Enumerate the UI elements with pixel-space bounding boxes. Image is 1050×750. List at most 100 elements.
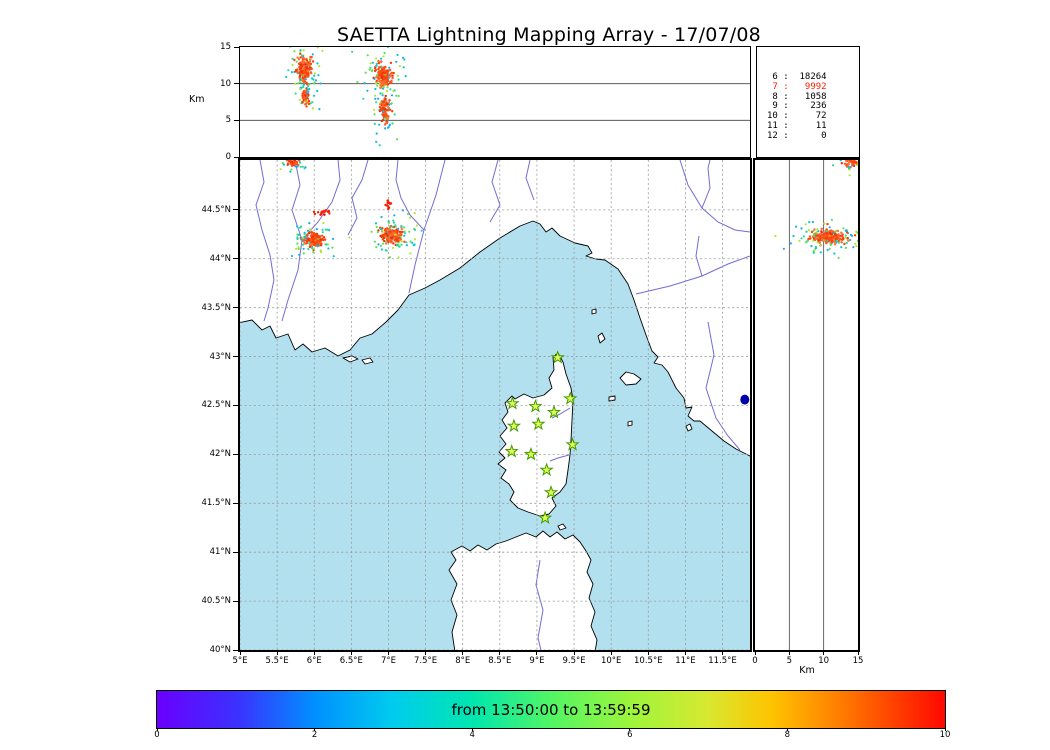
tick-mark (233, 551, 238, 553)
tick-label: 43°N (209, 351, 231, 362)
grid-lines (788, 160, 825, 650)
tick-mark (629, 728, 631, 731)
tick-label: 0 (225, 152, 231, 162)
rivers (255, 160, 750, 650)
tick-label: 8°E (455, 656, 471, 666)
tick-mark (234, 119, 239, 121)
lightning-scatter-points (285, 47, 407, 157)
station-markers (504, 350, 580, 525)
tick-label: 44°N (209, 253, 231, 264)
tick-mark (786, 728, 788, 731)
tick-mark (313, 651, 315, 655)
tick-label: 7°E (380, 656, 396, 666)
tick-label: 5.5°E (265, 656, 289, 666)
source-count-line: 10 : 72 (767, 111, 827, 122)
sardinia-island (448, 530, 598, 650)
land-masses (240, 160, 750, 650)
tick-mark (788, 651, 790, 655)
tick-mark (233, 209, 238, 211)
tick-mark (156, 728, 158, 731)
tick-label: 42°N (209, 449, 231, 460)
tick-mark (387, 651, 389, 655)
tick-mark (610, 651, 612, 655)
tick-mark (425, 651, 427, 655)
elba-island (619, 371, 642, 386)
tick-mark (234, 156, 239, 158)
tick-label: 44.5°N (201, 204, 231, 215)
tick-label: 10 (220, 78, 231, 89)
tick-label: 8 (784, 730, 791, 740)
grid-lines (240, 83, 750, 121)
tick-label: 40.5°N (201, 596, 231, 607)
source-count-line: 6 : 18264 (767, 72, 827, 82)
source-count-line: 11 : 11 (767, 120, 827, 131)
colorbar-label: from 13:50:00 to 13:59:59 (451, 700, 651, 719)
source-count-line: 8 : 1058 (767, 91, 827, 102)
tick-mark (233, 649, 238, 651)
source-count-line: 9 : 236 (767, 101, 827, 112)
tick-label: 41.5°N (201, 498, 231, 509)
source-count-line: 7 : 9992 (767, 81, 827, 92)
map-panel (238, 158, 752, 652)
tick-mark (233, 258, 238, 260)
tick-label: 6 (627, 730, 633, 740)
km-axis-label: Km (799, 665, 815, 676)
tick-mark (857, 651, 859, 655)
tick-mark (722, 651, 724, 655)
tick-label: 9.5°E (562, 656, 586, 666)
lightning-scatter-points (279, 160, 423, 259)
altitude-longitude-panel (239, 46, 751, 158)
tick-label: 10.5°E (634, 656, 663, 666)
tick-mark (536, 651, 538, 655)
tick-mark (233, 453, 238, 455)
source-counts-box: 6 : 18264 7 : 9992 8 : 1058 9 : 236 10 : … (756, 46, 860, 158)
tick-mark (314, 728, 316, 731)
tick-label: 11°E (675, 656, 696, 666)
pianosa-island (608, 395, 616, 402)
tick-label: 11.5°E (708, 656, 737, 666)
colorbar: from 13:50:00 to 13:59:59 (156, 690, 946, 729)
tick-label: 43.5°N (201, 302, 231, 313)
tick-label: 5 (225, 115, 231, 126)
tick-label: 4 (469, 730, 475, 740)
giglio-island (685, 423, 693, 432)
tick-mark (233, 404, 238, 406)
tick-label: 6°E (306, 656, 322, 666)
tick-label: 2 (311, 730, 318, 740)
hyeres-island-2 (361, 357, 374, 365)
tick-label: 8.5°E (488, 656, 512, 666)
tick-mark (276, 651, 278, 655)
altitude-longitude-plot (240, 47, 750, 157)
lightning-scatter-points (774, 160, 858, 259)
tick-mark (239, 651, 241, 655)
source-count-line: 12 : 0 (767, 130, 827, 141)
tick-label: 7.5°E (414, 656, 438, 666)
figure-title: SAETTA Lightning Mapping Array - 17/07/0… (337, 24, 761, 46)
tick-mark (350, 651, 352, 655)
tick-mark (233, 600, 238, 602)
altitude-latitude-plot (774, 160, 858, 650)
tick-label: 15 (852, 656, 864, 666)
tick-mark (754, 651, 756, 655)
montecristo-island (627, 420, 633, 427)
maddalena-island (557, 523, 567, 531)
tick-mark (233, 502, 238, 504)
tick-label: 10°E (600, 656, 622, 666)
tick-mark (233, 356, 238, 358)
tick-label: 5 (786, 656, 793, 666)
mainland-coast (240, 160, 750, 457)
tick-mark (462, 651, 464, 655)
tick-mark (499, 651, 501, 655)
tick-label: 6.5°E (339, 656, 363, 666)
tick-mark (234, 83, 239, 85)
tick-mark (471, 728, 473, 731)
gorgona-island (591, 308, 597, 315)
corsica-island (497, 352, 574, 517)
tick-mark (647, 651, 649, 655)
tick-label: 0 (154, 730, 160, 740)
tick-mark (233, 307, 238, 309)
tick-label: 5°E (232, 656, 248, 666)
tick-mark (944, 728, 946, 731)
tick-mark (234, 46, 239, 48)
